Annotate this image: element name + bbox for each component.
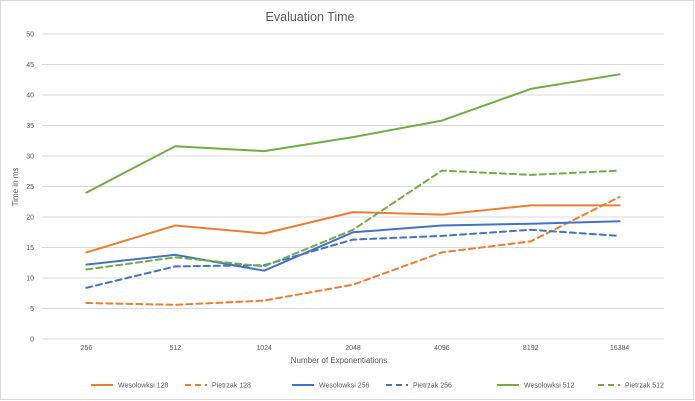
data-point bbox=[352, 284, 354, 286]
data-point bbox=[352, 211, 354, 213]
series-line-pietrzak-512 bbox=[85, 169, 621, 271]
legend-label: Wesolowksi 256 bbox=[319, 383, 370, 390]
data-point bbox=[85, 192, 87, 194]
data-point bbox=[530, 223, 532, 225]
data-point bbox=[174, 256, 176, 258]
data-point bbox=[352, 239, 354, 241]
y-tick-label: 40 bbox=[26, 93, 34, 100]
legend-label: Pietrzak 512 bbox=[625, 383, 664, 390]
legend-label: Wesolowksi 128 bbox=[118, 383, 169, 390]
data-point bbox=[85, 251, 87, 253]
y-tick-label: 0 bbox=[30, 337, 34, 344]
data-point bbox=[263, 232, 265, 234]
data-point bbox=[352, 231, 354, 233]
data-point bbox=[530, 229, 532, 231]
y-tick-label: 45 bbox=[26, 62, 34, 69]
data-point bbox=[352, 136, 354, 138]
legend-label: Pietrzak 128 bbox=[212, 383, 251, 390]
data-point bbox=[619, 235, 621, 237]
data-point bbox=[530, 174, 532, 176]
data-point bbox=[619, 196, 621, 198]
y-tick-label: 30 bbox=[26, 154, 34, 161]
data-point bbox=[441, 120, 443, 122]
y-tick-label: 10 bbox=[26, 276, 34, 283]
data-point bbox=[263, 270, 265, 272]
y-tick-label: 50 bbox=[26, 32, 34, 39]
data-point bbox=[530, 240, 532, 242]
data-point bbox=[619, 204, 621, 206]
series-line-wesolowksi-512 bbox=[85, 73, 621, 194]
data-point bbox=[174, 304, 176, 306]
chart-title: Evaluation Time bbox=[266, 10, 355, 24]
y-tick-label: 20 bbox=[26, 215, 34, 222]
legend-label: Wesolowksi 512 bbox=[524, 383, 575, 390]
x-tick-label: 4096 bbox=[434, 345, 450, 352]
data-point bbox=[619, 220, 621, 222]
data-point bbox=[85, 268, 87, 270]
x-tick-label: 1024 bbox=[256, 345, 272, 352]
data-point bbox=[85, 264, 87, 266]
legend: Wesolowksi 128 Pietrzak 128 Wesolowksi 256… bbox=[91, 383, 664, 390]
data-point bbox=[174, 265, 176, 267]
x-tick-label: 16384 bbox=[610, 345, 630, 352]
series-line-wesolowksi-128 bbox=[85, 204, 621, 254]
data-point bbox=[530, 204, 532, 206]
data-point bbox=[441, 251, 443, 253]
data-point bbox=[530, 88, 532, 90]
y-tick-labels: 0 5 10 15 20 25 30 35 40 45 50 bbox=[26, 32, 34, 344]
x-axis-label: Number of Exponentiations bbox=[291, 356, 388, 365]
data-point bbox=[441, 170, 443, 172]
data-point bbox=[174, 145, 176, 147]
x-tick-label: 2048 bbox=[345, 345, 361, 352]
series-line-pietrzak-128 bbox=[85, 195, 621, 306]
data-point bbox=[263, 265, 265, 267]
data-point bbox=[352, 229, 354, 231]
series-lines bbox=[85, 73, 621, 306]
data-point bbox=[263, 150, 265, 152]
data-point bbox=[441, 214, 443, 216]
series-line-wesolowksi-256 bbox=[85, 220, 621, 272]
y-tick-label: 35 bbox=[26, 123, 34, 130]
series-line-pietrzak-256 bbox=[85, 228, 621, 289]
x-tick-label: 256 bbox=[81, 345, 93, 352]
y-axis-label: Time in ms bbox=[11, 168, 20, 207]
data-point bbox=[85, 302, 87, 304]
y-tick-label: 5 bbox=[30, 306, 34, 313]
x-tick-labels: 256 512 1024 2048 4096 8192 16384 bbox=[81, 345, 630, 352]
data-point bbox=[174, 254, 176, 256]
data-point bbox=[619, 73, 621, 75]
data-point bbox=[619, 170, 621, 172]
data-point bbox=[263, 300, 265, 302]
y-tick-label: 15 bbox=[26, 245, 34, 252]
data-point bbox=[441, 235, 443, 237]
data-point bbox=[85, 287, 87, 289]
gridlines bbox=[42, 33, 664, 340]
data-point bbox=[174, 225, 176, 227]
x-tick-label: 8192 bbox=[523, 345, 539, 352]
data-point bbox=[441, 225, 443, 227]
y-tick-label: 25 bbox=[26, 184, 34, 191]
legend-label: Pietrzak 256 bbox=[413, 383, 452, 390]
x-tick-label: 512 bbox=[169, 345, 181, 352]
